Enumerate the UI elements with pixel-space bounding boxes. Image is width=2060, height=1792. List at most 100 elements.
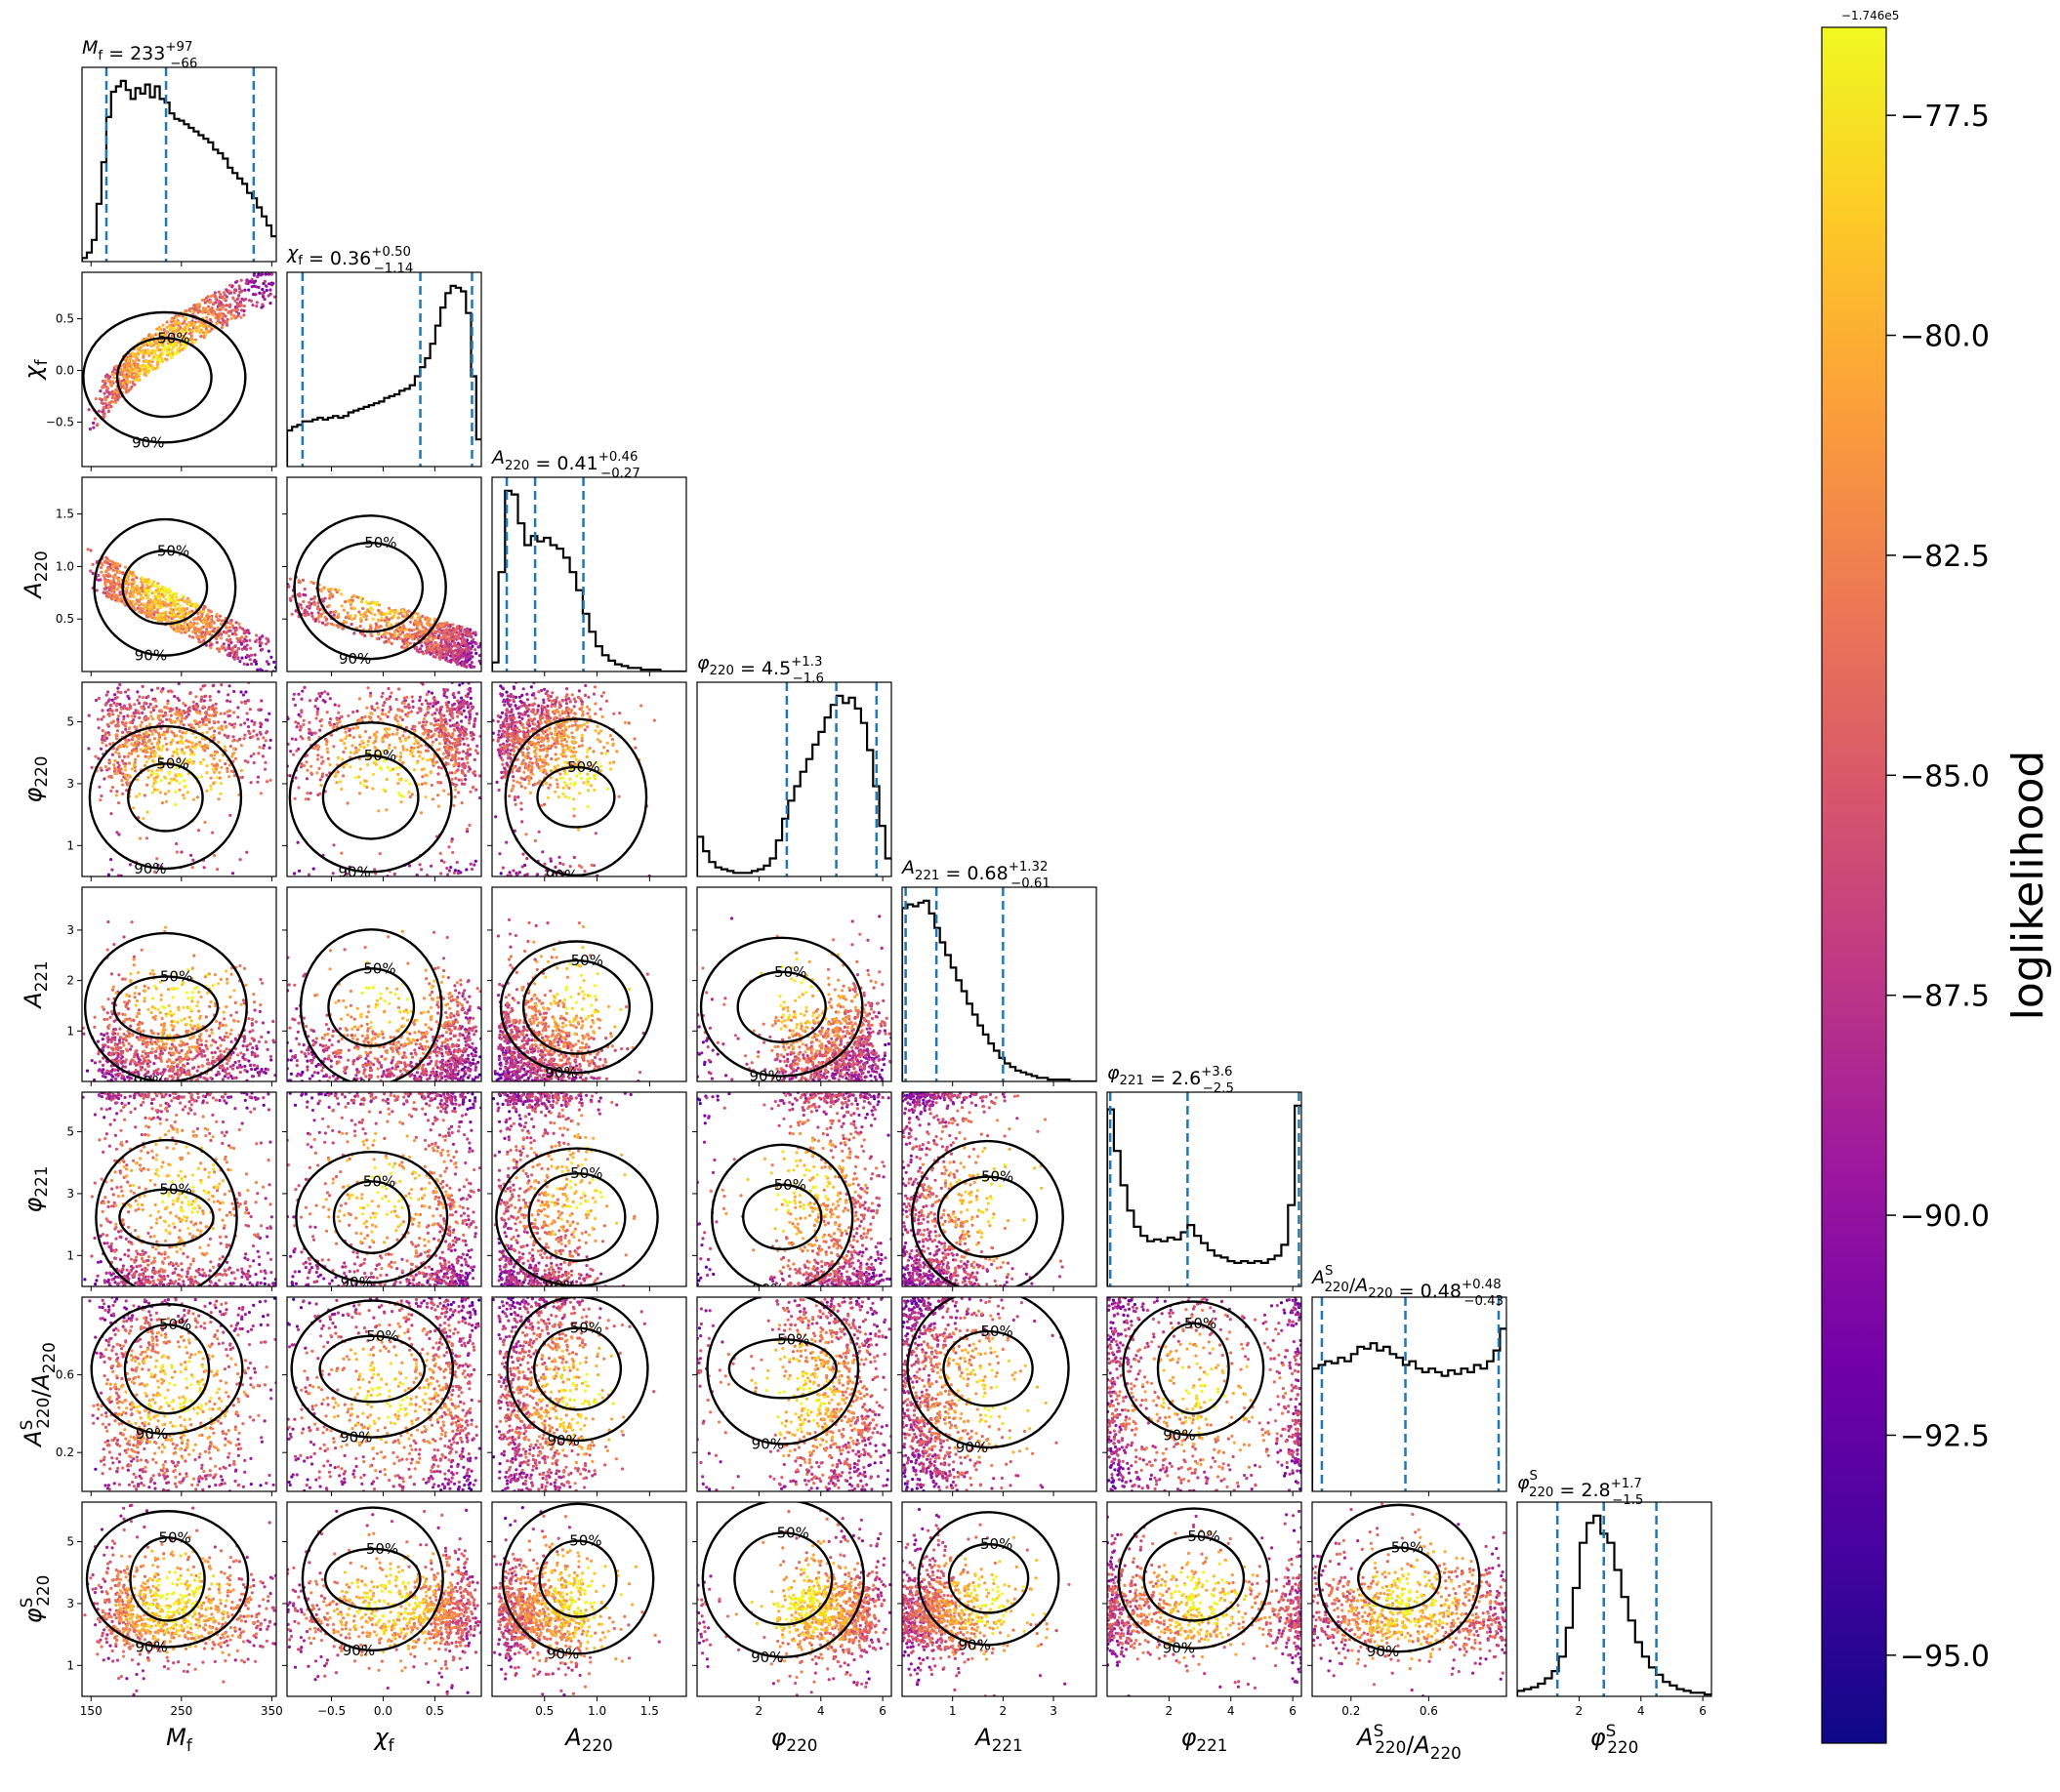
scatter-point (404, 705, 408, 709)
panel-frame (81, 681, 277, 877)
scatter-point (111, 719, 115, 723)
scatter-point (220, 632, 224, 636)
scatter-point (157, 328, 161, 332)
scatter-point (148, 702, 152, 707)
scatter-point (328, 762, 332, 767)
scatter-point (401, 624, 405, 628)
scatter-point (133, 366, 137, 370)
scatter-point (258, 637, 262, 641)
scatter-point (164, 592, 168, 596)
scatter-point (132, 806, 136, 810)
scatter-point (455, 747, 459, 752)
scatter-point (146, 370, 150, 375)
scatter-point (181, 615, 185, 619)
scatter-point (186, 740, 190, 744)
scatter-point (353, 614, 357, 618)
scatter-point (429, 771, 433, 775)
scatter-point (205, 315, 209, 319)
contour-label-50: 50% (364, 747, 396, 764)
scatter-point (475, 752, 479, 755)
scatter-point (198, 744, 202, 748)
scatter-point (381, 709, 385, 713)
scatter-point (123, 722, 127, 726)
scatter-point (407, 735, 411, 739)
scatter-point (410, 793, 414, 796)
scatter-point (502, 700, 506, 704)
scatter-point (133, 703, 137, 707)
scatter-point (227, 646, 230, 650)
scatter-point (440, 705, 444, 709)
scatter-point (165, 358, 169, 362)
scatter-point (375, 636, 379, 640)
scatter-point (475, 744, 479, 749)
scatter-point (258, 291, 262, 295)
scatter-point (451, 652, 455, 656)
scatter-point (177, 682, 181, 686)
scatter-point (494, 815, 498, 819)
scatter-point (343, 619, 347, 623)
scatter-point (128, 594, 132, 598)
scatter-point (546, 747, 550, 751)
scatter-point (217, 740, 221, 745)
scatter-point (460, 664, 464, 668)
scatter-point (474, 642, 478, 646)
scatter-point (247, 699, 251, 703)
scatter-point (424, 730, 428, 734)
scatter-point (396, 782, 400, 786)
scatter-point (232, 657, 236, 661)
scatter-point (173, 694, 177, 699)
scatter-point (235, 303, 240, 306)
scatter-point (192, 310, 196, 314)
scatter-point (242, 313, 246, 317)
scatter-point (122, 717, 126, 721)
scatter-point (136, 690, 140, 694)
scatter-point (467, 704, 471, 708)
scatter-point (191, 635, 195, 639)
scatter-point (349, 765, 352, 769)
scatter-point (224, 307, 227, 311)
scatter-point (232, 752, 236, 755)
scatter-point (252, 760, 256, 765)
scatter-point (209, 788, 213, 792)
scatter-point (180, 631, 184, 634)
scatter-point (181, 322, 185, 326)
scatter-point (446, 623, 450, 628)
scatter-point (170, 591, 174, 595)
scatter-point (94, 698, 99, 703)
scatter-point (394, 754, 398, 758)
scatter-point (139, 748, 143, 752)
scatter-point (117, 580, 121, 584)
scatter-point (526, 698, 530, 702)
scatter-point (99, 747, 103, 751)
scatter-point (466, 744, 471, 748)
scatter-point (86, 548, 90, 551)
scatter-point (309, 611, 313, 615)
scatter-point (201, 720, 205, 724)
scatter-point (381, 712, 385, 715)
contour-50 (121, 550, 209, 626)
scatter-point (156, 332, 160, 336)
scatter-point (387, 606, 391, 610)
scatter-point (507, 738, 511, 742)
scatter-point (248, 658, 252, 662)
scatter-point (405, 748, 409, 752)
scatter-point (184, 716, 187, 720)
scatter-point (160, 589, 164, 592)
scatter-point (196, 325, 200, 329)
scatter-point (127, 738, 131, 742)
scatter-point (176, 351, 180, 355)
scatter-point (97, 573, 101, 578)
scatter-point (131, 359, 135, 363)
scatter-point (464, 647, 468, 651)
scatter-point (445, 695, 449, 699)
scatter-point (134, 769, 138, 773)
scatter-point (225, 626, 228, 630)
scatter-point (445, 647, 449, 651)
scatter-point (119, 592, 123, 596)
scatter-panel-chif-phi220: 50%90% (282, 681, 482, 881)
scatter-point (209, 753, 213, 757)
scatter-point (102, 714, 105, 719)
scatter-point (172, 603, 176, 607)
scatter-point (387, 697, 391, 701)
scatter-point (331, 872, 335, 876)
